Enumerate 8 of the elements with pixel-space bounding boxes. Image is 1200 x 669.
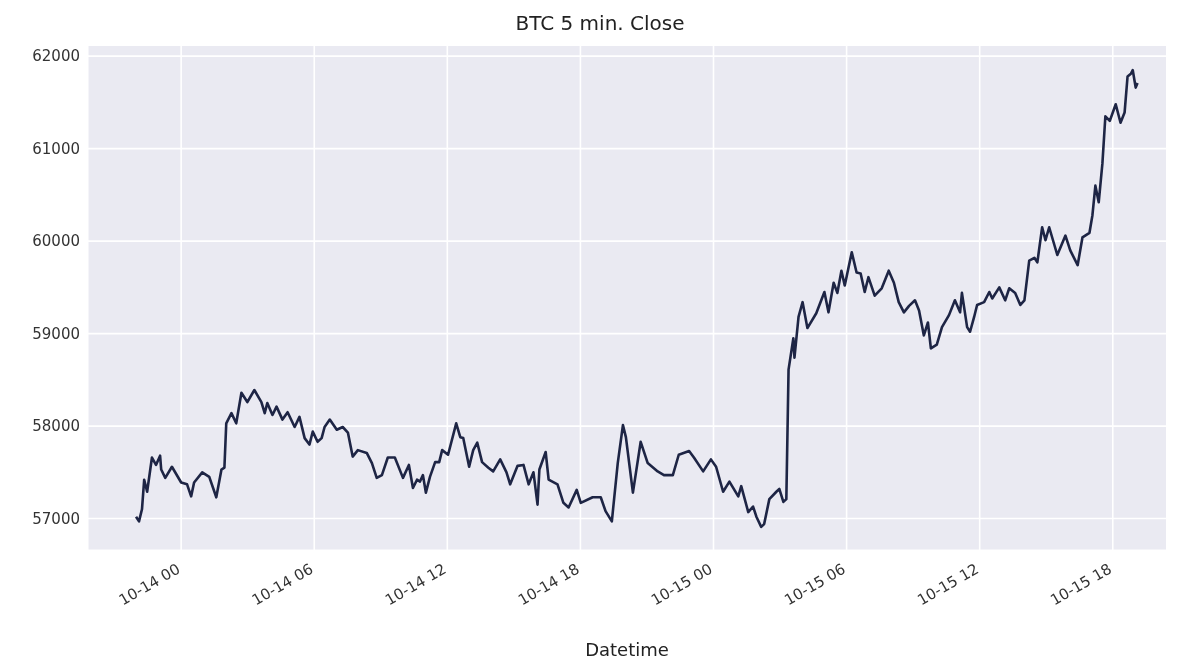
chart-title: BTC 5 min. Close [514, 10, 686, 37]
y-tick-label: 60000 [32, 232, 80, 251]
y-tick-label: 62000 [32, 47, 80, 66]
y-tick-label: 57000 [32, 509, 80, 528]
y-tick-label: 61000 [32, 139, 80, 158]
x-axis-title: Datetime [585, 639, 669, 660]
y-tick-label: 58000 [32, 417, 80, 436]
y-tick-label: 59000 [32, 324, 80, 343]
